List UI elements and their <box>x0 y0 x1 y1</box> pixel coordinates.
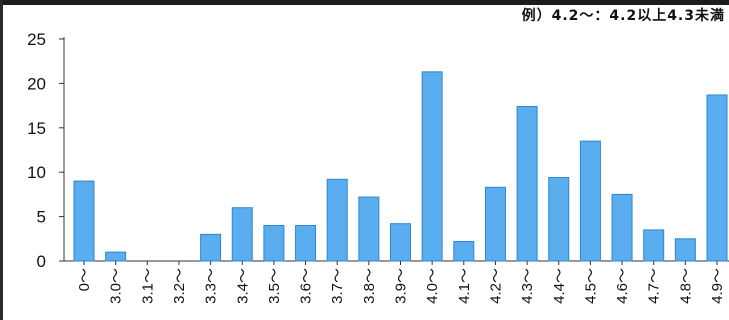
left-border-strip <box>0 0 3 320</box>
bar <box>579 140 601 262</box>
x-tick-label: 4.9～ <box>709 268 726 304</box>
bars <box>73 71 728 262</box>
bar <box>295 224 317 262</box>
y-tick-label: 25 <box>27 30 46 49</box>
bar <box>326 178 348 262</box>
bar <box>548 177 570 262</box>
bar <box>390 223 411 262</box>
bar <box>105 251 127 262</box>
y-tick-label: 20 <box>27 74 46 93</box>
bar <box>674 238 696 262</box>
bar <box>516 105 538 262</box>
x-tick-label: 3.3～ <box>203 268 220 304</box>
bar <box>484 186 506 262</box>
x-tick-label: 4.0～ <box>424 268 441 304</box>
bar <box>453 240 475 262</box>
x-tick-label: 3.2～ <box>171 268 188 304</box>
x-tick-label: 3.6～ <box>298 268 315 304</box>
y-tick-label: 15 <box>27 119 46 138</box>
x-tick-label: 3.7～ <box>329 268 346 304</box>
bar <box>421 71 443 262</box>
x-tick-label: 4.2～ <box>487 268 504 304</box>
x-tick-label: 3.1～ <box>139 268 156 304</box>
top-border-strip <box>0 0 729 5</box>
x-tick-label: 3.5～ <box>266 268 283 304</box>
x-tick-label: 4.3～ <box>519 268 536 304</box>
x-tick-label: 4.1～ <box>456 268 473 304</box>
bar <box>200 233 222 262</box>
x-tick-label: 4.4～ <box>551 268 568 304</box>
x-tick-label: 3.9～ <box>393 268 410 304</box>
bar <box>358 196 380 262</box>
y-axis-ticks: 0 5 10 15 20 25 <box>27 30 64 271</box>
x-tick-label: 3.0～ <box>108 268 125 304</box>
bar <box>706 94 728 262</box>
x-tick-label: 3.4～ <box>234 268 251 304</box>
y-tick-label: 0 <box>37 252 46 271</box>
x-tick-label: 3.8～ <box>361 268 378 304</box>
y-tick-label: 10 <box>27 163 46 182</box>
x-axis-tick-labels: 0～ 3.0～ 3.1～ 3.2～ 3.3～ 3.4～ 3.5～ 3.6～ 3.7～ 3.8～ 3.… <box>76 261 726 304</box>
y-tick-label: 5 <box>37 208 46 227</box>
x-tick-label: 4.5～ <box>582 268 599 304</box>
bar <box>73 180 95 262</box>
bar <box>231 207 253 262</box>
chart-note: 例）4.2～：4.2以上4.3未満 <box>521 8 725 24</box>
bar <box>263 224 285 262</box>
bar <box>611 193 633 262</box>
x-tick-label: 0～ <box>76 268 93 291</box>
x-tick-label: 4.8～ <box>677 268 694 304</box>
bar <box>643 229 665 262</box>
x-tick-label: 4.7～ <box>646 268 663 304</box>
x-tick-label: 4.6～ <box>614 268 631 304</box>
